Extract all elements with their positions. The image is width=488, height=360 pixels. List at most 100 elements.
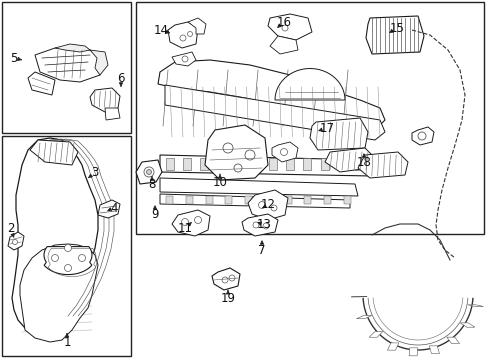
Polygon shape bbox=[204, 125, 267, 180]
Text: 15: 15 bbox=[389, 22, 404, 35]
Polygon shape bbox=[225, 196, 232, 204]
Text: 13: 13 bbox=[256, 219, 271, 231]
Circle shape bbox=[194, 216, 201, 224]
Circle shape bbox=[270, 205, 276, 211]
Circle shape bbox=[64, 265, 71, 271]
Circle shape bbox=[223, 143, 232, 153]
Polygon shape bbox=[165, 158, 174, 170]
Polygon shape bbox=[160, 155, 371, 176]
Polygon shape bbox=[28, 72, 55, 95]
Polygon shape bbox=[284, 196, 291, 204]
Polygon shape bbox=[160, 178, 357, 196]
Polygon shape bbox=[268, 158, 277, 170]
Circle shape bbox=[79, 255, 85, 261]
Polygon shape bbox=[337, 158, 345, 170]
Text: 6: 6 bbox=[117, 72, 124, 85]
Circle shape bbox=[228, 275, 235, 281]
Polygon shape bbox=[386, 343, 398, 350]
Circle shape bbox=[64, 244, 71, 252]
Polygon shape bbox=[251, 158, 260, 170]
Text: 14: 14 bbox=[153, 23, 168, 36]
Polygon shape bbox=[244, 196, 252, 204]
Polygon shape bbox=[158, 60, 384, 130]
Circle shape bbox=[187, 31, 192, 36]
Polygon shape bbox=[343, 196, 350, 204]
Polygon shape bbox=[187, 18, 205, 34]
Circle shape bbox=[181, 219, 188, 225]
Polygon shape bbox=[446, 337, 459, 343]
Polygon shape bbox=[267, 14, 311, 40]
Polygon shape bbox=[2, 136, 131, 356]
Polygon shape bbox=[325, 148, 374, 172]
Circle shape bbox=[263, 223, 268, 229]
Polygon shape bbox=[303, 158, 311, 170]
Circle shape bbox=[146, 170, 151, 175]
Polygon shape bbox=[467, 305, 483, 306]
Circle shape bbox=[143, 167, 154, 177]
Polygon shape bbox=[309, 118, 367, 150]
Text: 2: 2 bbox=[7, 222, 15, 235]
Polygon shape bbox=[136, 160, 162, 184]
Text: 4: 4 bbox=[110, 202, 118, 215]
Text: 8: 8 bbox=[148, 179, 155, 192]
Polygon shape bbox=[264, 196, 271, 204]
Polygon shape bbox=[30, 140, 78, 165]
Polygon shape bbox=[55, 44, 90, 52]
Polygon shape bbox=[304, 196, 311, 204]
Polygon shape bbox=[212, 268, 240, 290]
Polygon shape bbox=[217, 158, 225, 170]
Text: 9: 9 bbox=[151, 208, 159, 221]
Polygon shape bbox=[408, 348, 417, 356]
Polygon shape bbox=[90, 50, 108, 75]
Polygon shape bbox=[242, 214, 278, 236]
Polygon shape bbox=[411, 127, 433, 145]
Text: 12: 12 bbox=[260, 198, 275, 211]
Polygon shape bbox=[354, 158, 362, 170]
Polygon shape bbox=[183, 158, 191, 170]
Polygon shape bbox=[35, 48, 105, 82]
Circle shape bbox=[244, 150, 254, 160]
Text: 11: 11 bbox=[177, 221, 192, 234]
Polygon shape bbox=[136, 2, 483, 234]
Polygon shape bbox=[20, 244, 98, 342]
Polygon shape bbox=[168, 22, 198, 48]
Polygon shape bbox=[368, 332, 382, 337]
Polygon shape bbox=[357, 152, 407, 178]
Polygon shape bbox=[2, 2, 131, 133]
Text: 7: 7 bbox=[258, 243, 265, 256]
Polygon shape bbox=[8, 232, 24, 250]
Circle shape bbox=[51, 255, 59, 261]
Polygon shape bbox=[320, 158, 328, 170]
Polygon shape bbox=[90, 88, 120, 112]
Polygon shape bbox=[172, 52, 196, 66]
Polygon shape bbox=[428, 346, 439, 354]
Text: 3: 3 bbox=[91, 166, 99, 180]
Text: 5: 5 bbox=[10, 51, 18, 64]
Circle shape bbox=[180, 35, 185, 41]
Polygon shape bbox=[459, 323, 474, 327]
Polygon shape bbox=[285, 158, 294, 170]
Circle shape bbox=[280, 148, 287, 156]
Circle shape bbox=[13, 239, 18, 244]
Circle shape bbox=[252, 222, 259, 228]
Polygon shape bbox=[269, 36, 297, 54]
Polygon shape bbox=[98, 200, 120, 218]
Polygon shape bbox=[234, 158, 242, 170]
Polygon shape bbox=[356, 315, 371, 319]
Text: 10: 10 bbox=[212, 175, 227, 189]
Text: 18: 18 bbox=[356, 157, 371, 170]
Text: 19: 19 bbox=[220, 292, 235, 305]
Polygon shape bbox=[271, 142, 297, 162]
Polygon shape bbox=[274, 68, 345, 100]
Polygon shape bbox=[105, 108, 120, 120]
Polygon shape bbox=[350, 296, 366, 297]
Polygon shape bbox=[247, 190, 287, 220]
Circle shape bbox=[234, 164, 242, 172]
Circle shape bbox=[417, 132, 425, 140]
Text: 16: 16 bbox=[276, 15, 291, 28]
Circle shape bbox=[182, 56, 187, 62]
Text: 1: 1 bbox=[63, 336, 71, 348]
Text: 17: 17 bbox=[319, 122, 334, 135]
Circle shape bbox=[222, 277, 227, 283]
Polygon shape bbox=[185, 196, 192, 204]
